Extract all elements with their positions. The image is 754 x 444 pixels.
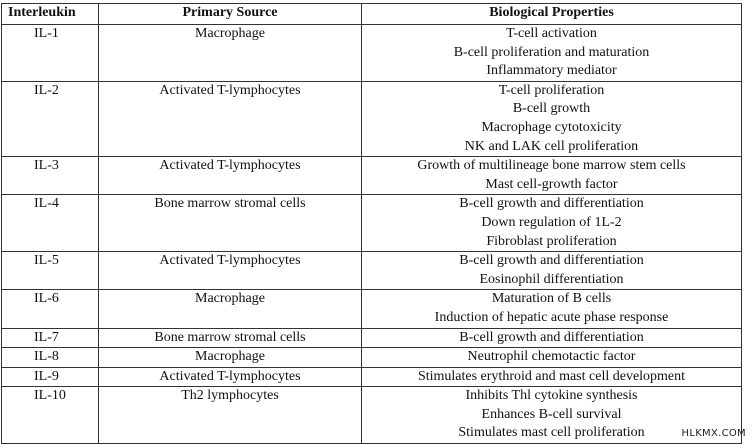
property-line: Inhibits Thl cytokine synthesis bbox=[465, 388, 638, 404]
table-row: IL-8 Macrophage Neutrophil chemotactic fac… bbox=[1, 347, 742, 368]
property-line: Macrophage cytotoxicity bbox=[481, 119, 622, 135]
primary-source-cell: Activated T-lymphocytes bbox=[98, 80, 362, 158]
interleukin-cell: IL-9 bbox=[1, 366, 99, 388]
property-line: Mast cell-growth factor bbox=[485, 176, 618, 192]
header-interleukin: Interleukin bbox=[1, 3, 99, 25]
biological-properties-cell: B-cell growth and differentiation Down re… bbox=[361, 194, 742, 253]
biological-properties-cell: Maturation of B cells Induction of hepati… bbox=[361, 289, 742, 329]
biological-properties-cell: T-cell activation B-cell proliferation an… bbox=[361, 24, 742, 82]
property-line: Neutrophil chemotactic factor bbox=[467, 349, 636, 365]
property-line: Growth of multilineage bone marrow stem … bbox=[417, 158, 686, 174]
interleukin-table: Interleukin Primary Source Biological Pr… bbox=[1, 3, 742, 444]
property-line: Maturation of B cells bbox=[491, 291, 612, 307]
primary-source-cell: Macrophage bbox=[98, 24, 362, 82]
table-row: IL-1 Macrophage T-cell activation B-cell pr… bbox=[1, 24, 742, 82]
property-line: B-cell proliferation and maturation bbox=[453, 44, 650, 60]
property-line: Inflammatory mediator bbox=[486, 63, 617, 79]
table-row: IL-7 Bone marrow stromal cells B-cell grow… bbox=[1, 327, 742, 349]
property-line: B-cell growth bbox=[512, 101, 591, 117]
table-row: IL-9 Activated T-lymphocytes Stimulates er… bbox=[1, 366, 742, 388]
table-header: Interleukin Primary Source Biological Pr… bbox=[1, 3, 742, 25]
property-line: Stimulates mast cell proliferation bbox=[458, 425, 645, 441]
property-line: NK and LAK cell proliferation bbox=[464, 138, 639, 154]
biological-properties-cell: B-cell growth and differentiation bbox=[361, 327, 742, 349]
table-row: IL-2 Activated T-lymphocytes T-cell prolif… bbox=[1, 80, 742, 158]
property-line: B-cell growth and differentiation bbox=[459, 329, 644, 345]
interleukin-cell: IL-6 bbox=[1, 289, 99, 329]
header-row: Interleukin Primary Source Biological Pr… bbox=[1, 3, 742, 25]
interleukin-cell: IL-10 bbox=[1, 386, 99, 444]
interleukin-cell: IL-2 bbox=[1, 80, 99, 158]
interleukin-cell: IL-4 bbox=[1, 194, 99, 253]
header-primary-source: Primary Source bbox=[98, 3, 362, 25]
property-line: T-cell proliferation bbox=[498, 82, 605, 98]
property-line: B-cell growth and differentiation bbox=[459, 253, 644, 269]
property-line: Stimulates erythroid and mast cell devel… bbox=[417, 368, 686, 384]
table-body: IL-1 Macrophage T-cell activation B-cell pr… bbox=[1, 24, 742, 444]
property-line: Eosinophil differentiation bbox=[479, 271, 624, 287]
primary-source-cell: Bone marrow stromal cells bbox=[98, 327, 362, 349]
primary-source-cell: Bone marrow stromal cells bbox=[98, 194, 362, 253]
biological-properties-cell: Inhibits Thl cytokine synthesis Enhances … bbox=[361, 386, 742, 444]
property-line: B-cell growth and differentiation bbox=[459, 196, 644, 212]
biological-properties-cell: B-cell growth and differentiation Eosinop… bbox=[361, 251, 742, 291]
interleukin-cell: IL-5 bbox=[1, 251, 99, 291]
property-line: Induction of hepatic acute phase respons… bbox=[434, 309, 669, 325]
primary-source-cell: Activated T-lymphocytes bbox=[98, 156, 362, 196]
interleukin-cell: IL-1 bbox=[1, 24, 99, 82]
biological-properties-cell: T-cell proliferation B-cell growth Macroph… bbox=[361, 80, 742, 158]
table-row: IL-6 Macrophage Maturation of B cells Induc… bbox=[1, 289, 742, 329]
property-line: Enhances B-cell survival bbox=[481, 406, 622, 422]
primary-source-cell: Activated T-lymphocytes bbox=[98, 251, 362, 291]
table-row: IL-3 Activated T-lymphocytes Growth of mul… bbox=[1, 156, 742, 196]
watermark-text: HLKMX.COM bbox=[681, 428, 746, 439]
primary-source-cell: Macrophage bbox=[98, 347, 362, 368]
header-biological-properties: Biological Properties bbox=[361, 3, 742, 25]
biological-properties-cell: Neutrophil chemotactic factor bbox=[361, 347, 742, 368]
biological-properties-cell: Stimulates erythroid and mast cell devel… bbox=[361, 366, 742, 388]
property-line: T-cell activation bbox=[506, 26, 597, 41]
property-line: Fibroblast proliferation bbox=[486, 233, 617, 249]
table-row: IL-4 Bone marrow stromal cells B-cell grow… bbox=[1, 194, 742, 253]
table-row: IL-5 Activated T-lymphocytes B-cell growth… bbox=[1, 251, 742, 291]
interleukin-cell: IL-8 bbox=[1, 347, 99, 368]
biological-properties-cell: Growth of multilineage bone marrow stem … bbox=[361, 156, 742, 196]
table-row: IL-10 Th2 lymphocytes Inhibits Thl cytokin… bbox=[1, 386, 742, 444]
interleukin-cell: IL-7 bbox=[1, 327, 99, 349]
primary-source-cell: Macrophage bbox=[98, 289, 362, 329]
primary-source-cell: Th2 lymphocytes bbox=[98, 386, 362, 444]
property-line: Down regulation of 1L-2 bbox=[481, 214, 622, 230]
primary-source-cell: Activated T-lymphocytes bbox=[98, 366, 362, 388]
interleukin-cell: IL-3 bbox=[1, 156, 99, 196]
